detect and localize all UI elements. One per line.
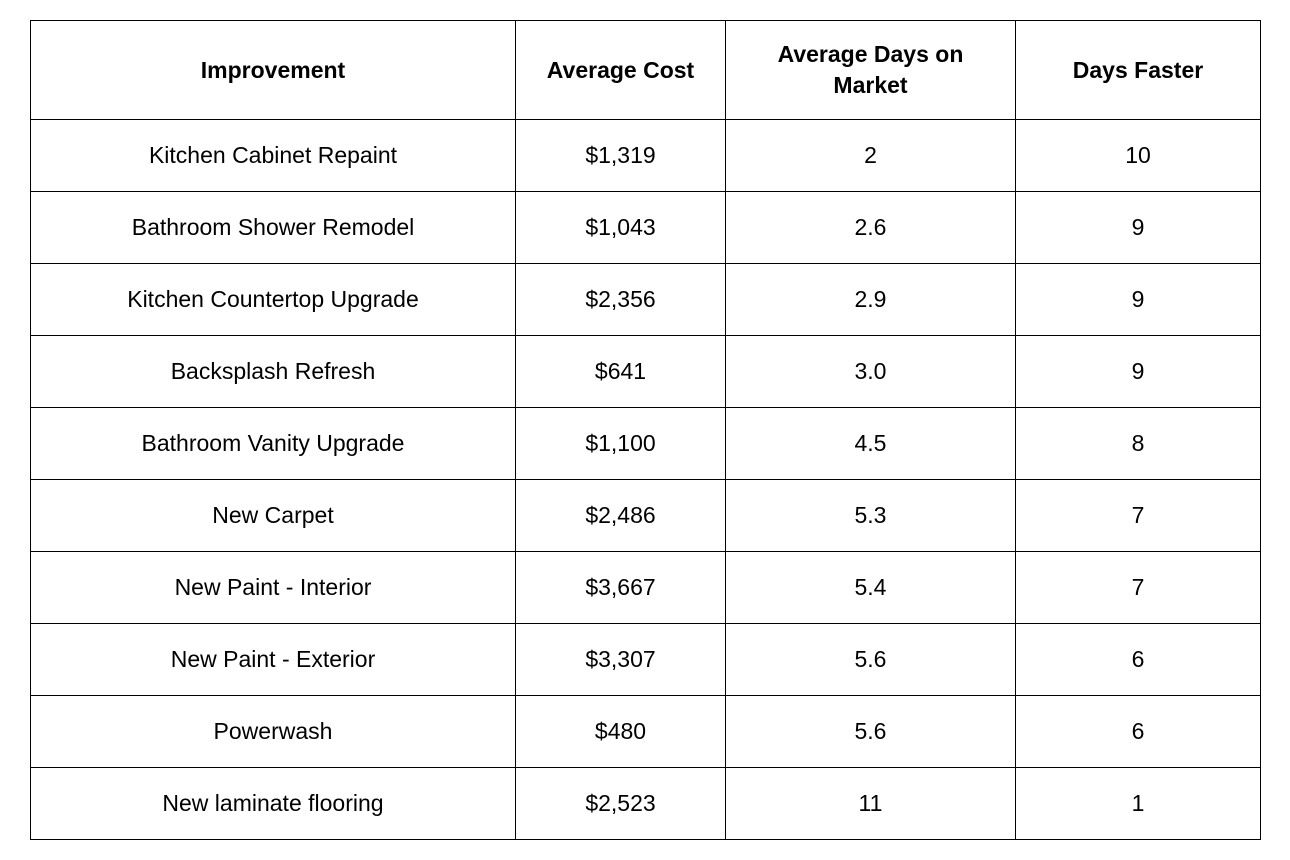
table-row: New Paint - Exterior $3,307 5.6 6 <box>31 624 1261 696</box>
cell-days-faster: 7 <box>1016 552 1261 624</box>
cell-improvement: Kitchen Countertop Upgrade <box>31 264 516 336</box>
table-row: New laminate flooring $2,523 11 1 <box>31 768 1261 840</box>
cell-improvement: New Paint - Interior <box>31 552 516 624</box>
table-row: New Paint - Interior $3,667 5.4 7 <box>31 552 1261 624</box>
cell-days-faster: 6 <box>1016 696 1261 768</box>
column-header-improvement: Improvement <box>31 21 516 120</box>
table-row: New Carpet $2,486 5.3 7 <box>31 480 1261 552</box>
cell-days-market: 2 <box>726 120 1016 192</box>
cell-cost: $2,486 <box>516 480 726 552</box>
table-header-row: Improvement Average Cost Average Days on… <box>31 21 1261 120</box>
cell-cost: $3,667 <box>516 552 726 624</box>
cell-cost: $480 <box>516 696 726 768</box>
cell-improvement: Kitchen Cabinet Repaint <box>31 120 516 192</box>
cell-days-market: 11 <box>726 768 1016 840</box>
cell-days-market: 5.6 <box>726 696 1016 768</box>
cell-days-market: 5.6 <box>726 624 1016 696</box>
table-row: Kitchen Countertop Upgrade $2,356 2.9 9 <box>31 264 1261 336</box>
cell-days-market: 5.3 <box>726 480 1016 552</box>
table-row: Backsplash Refresh $641 3.0 9 <box>31 336 1261 408</box>
table-header: Improvement Average Cost Average Days on… <box>31 21 1261 120</box>
cell-days-faster: 9 <box>1016 264 1261 336</box>
column-header-days-faster: Days Faster <box>1016 21 1261 120</box>
cell-improvement: New laminate flooring <box>31 768 516 840</box>
cell-days-market: 2.6 <box>726 192 1016 264</box>
improvements-table: Improvement Average Cost Average Days on… <box>30 20 1261 840</box>
cell-days-market: 4.5 <box>726 408 1016 480</box>
cell-days-market: 5.4 <box>726 552 1016 624</box>
cell-improvement: Powerwash <box>31 696 516 768</box>
table-row: Kitchen Cabinet Repaint $1,319 2 10 <box>31 120 1261 192</box>
cell-improvement: Bathroom Shower Remodel <box>31 192 516 264</box>
cell-improvement: Bathroom Vanity Upgrade <box>31 408 516 480</box>
cell-days-faster: 7 <box>1016 480 1261 552</box>
cell-days-faster: 6 <box>1016 624 1261 696</box>
cell-cost: $1,100 <box>516 408 726 480</box>
cell-cost: $1,319 <box>516 120 726 192</box>
cell-improvement: Backsplash Refresh <box>31 336 516 408</box>
table-body: Kitchen Cabinet Repaint $1,319 2 10 Bath… <box>31 120 1261 840</box>
cell-cost: $1,043 <box>516 192 726 264</box>
cell-improvement: New Carpet <box>31 480 516 552</box>
cell-cost: $2,523 <box>516 768 726 840</box>
cell-days-faster: 8 <box>1016 408 1261 480</box>
table-row: Powerwash $480 5.6 6 <box>31 696 1261 768</box>
improvements-table-container: Improvement Average Cost Average Days on… <box>30 20 1260 840</box>
cell-days-faster: 9 <box>1016 336 1261 408</box>
column-header-cost: Average Cost <box>516 21 726 120</box>
cell-days-faster: 10 <box>1016 120 1261 192</box>
cell-days-market: 3.0 <box>726 336 1016 408</box>
cell-cost: $2,356 <box>516 264 726 336</box>
cell-cost: $3,307 <box>516 624 726 696</box>
cell-cost: $641 <box>516 336 726 408</box>
cell-improvement: New Paint - Exterior <box>31 624 516 696</box>
cell-days-faster: 1 <box>1016 768 1261 840</box>
cell-days-faster: 9 <box>1016 192 1261 264</box>
table-row: Bathroom Shower Remodel $1,043 2.6 9 <box>31 192 1261 264</box>
table-row: Bathroom Vanity Upgrade $1,100 4.5 8 <box>31 408 1261 480</box>
cell-days-market: 2.9 <box>726 264 1016 336</box>
column-header-days-market: Average Days on Market <box>726 21 1016 120</box>
